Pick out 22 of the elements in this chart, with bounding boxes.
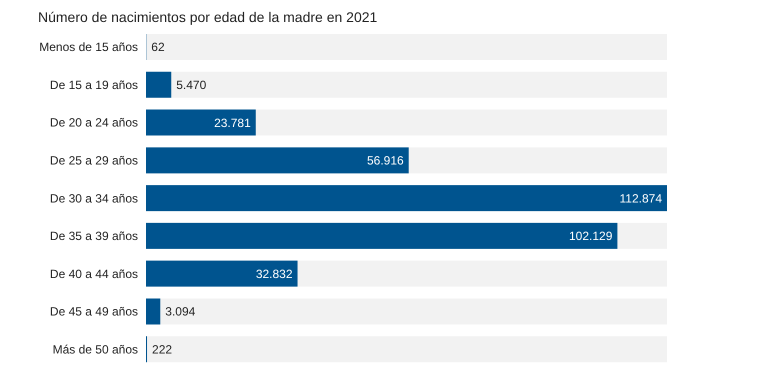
- y-tick-label: De 25 a 29 años: [50, 153, 138, 168]
- chart-title: Número de nacimientos por edad de la madre en 2021: [37, 8, 378, 27]
- y-tick-label: De 15 a 19 años: [50, 78, 138, 92]
- data-label: 112.874: [620, 191, 662, 206]
- y-tick-label: Menos de 15 años: [39, 40, 138, 54]
- y-tick-label: De 30 a 34 años: [50, 191, 138, 206]
- data-label: 32.832: [256, 266, 293, 281]
- data-label: 5.470: [176, 78, 207, 92]
- bar: [146, 72, 172, 98]
- y-tick-label: De 45 a 49 años: [50, 304, 138, 319]
- data-label: 222: [152, 342, 172, 356]
- y-tick-label: De 20 a 24 años: [50, 116, 138, 130]
- data-label: 62: [151, 40, 165, 54]
- bar: [146, 110, 256, 136]
- bar: [146, 298, 160, 324]
- y-tick-label: De 35 a 39 años: [50, 229, 138, 244]
- data-label: 3.094: [165, 304, 196, 319]
- data-label: 23.781: [214, 116, 252, 130]
- data-label: 102.129: [569, 229, 613, 244]
- data-label: 56.916: [367, 154, 404, 168]
- y-tick-label: De 40 a 44 años: [50, 266, 138, 281]
- y-tick-label: Más de 50 años: [52, 342, 138, 356]
